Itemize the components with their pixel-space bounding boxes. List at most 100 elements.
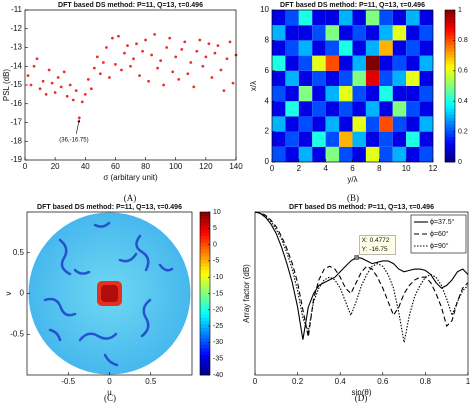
x-tick-label: 120	[199, 162, 213, 171]
cell	[352, 86, 366, 102]
colorbar-slice	[200, 313, 210, 318]
colorbar-slice	[200, 279, 210, 284]
y-tick-label: -11	[11, 5, 23, 14]
point	[144, 38, 147, 42]
x-tick-label: 80	[141, 162, 150, 171]
cell	[365, 25, 380, 41]
colorbar-slice	[200, 334, 210, 339]
colorbar-slice	[200, 256, 210, 260]
point	[53, 91, 57, 94]
point	[228, 40, 232, 44]
point	[153, 32, 157, 36]
point	[138, 74, 141, 78]
colorbar-slice	[445, 98, 455, 103]
point	[117, 34, 120, 38]
cell	[298, 101, 313, 117]
point	[204, 55, 208, 59]
point	[92, 66, 96, 70]
colorbar-slice	[200, 259, 210, 264]
cell	[339, 131, 353, 147]
point	[231, 81, 235, 85]
point	[198, 38, 202, 42]
caption: (C)	[104, 393, 116, 403]
x-tick-label: 100	[169, 162, 183, 171]
y-tick-label: -18	[10, 136, 22, 145]
point	[210, 76, 214, 79]
colorbar-tick-label: -15	[213, 290, 223, 297]
colorbar-slice	[445, 51, 455, 55]
colorbar-slice	[445, 82, 455, 87]
line	[254, 211, 469, 340]
point	[147, 79, 150, 83]
colorbar-tick-label: -5	[213, 258, 219, 265]
colorbar-slice	[200, 242, 210, 247]
cell	[298, 25, 313, 41]
cell	[325, 146, 340, 162]
x-tick-label: 1	[466, 377, 471, 386]
point	[71, 98, 75, 102]
colorbar-slice	[445, 22, 455, 27]
cell	[379, 70, 393, 86]
colorbar-slice	[200, 371, 210, 376]
cell	[312, 86, 326, 102]
datatip-marker	[354, 255, 359, 260]
cell	[419, 25, 433, 41]
point	[77, 116, 81, 120]
annotation-arrow	[75, 119, 81, 134]
cell	[352, 70, 366, 86]
x-axis-label: σ (arbitary unit)	[103, 173, 158, 182]
colorbar-slice	[200, 235, 210, 240]
cell	[312, 131, 326, 147]
cell	[298, 146, 313, 162]
cell	[379, 146, 393, 162]
cell	[325, 101, 340, 117]
cell	[285, 86, 299, 102]
caption: (B)	[347, 193, 359, 203]
colorbar-slice	[200, 307, 210, 311]
point	[129, 64, 132, 68]
colorbar-slice	[200, 239, 210, 243]
point	[114, 62, 117, 66]
cell	[406, 70, 420, 86]
cell	[352, 40, 366, 56]
point	[192, 85, 196, 89]
colorbar-slice	[200, 317, 210, 322]
point	[183, 40, 187, 44]
colorbar-slice	[445, 76, 455, 81]
y-tick-label: -17	[10, 118, 22, 127]
chart-title: DFT based DS method: P=11, Q=13, τ=0.496	[37, 204, 182, 211]
colorbar-slice	[445, 44, 455, 49]
legend-label: ϕ=60°	[430, 230, 449, 238]
colorbar-slice	[200, 215, 210, 220]
cell	[419, 131, 433, 147]
x-tick-label: 0.4	[335, 377, 347, 386]
colorbar-slice	[200, 358, 210, 362]
point	[41, 79, 45, 83]
colorbar-slice	[445, 67, 455, 71]
legend-box	[410, 214, 467, 254]
cell	[285, 146, 299, 162]
cell	[365, 146, 380, 162]
point	[165, 46, 169, 49]
chart-title: DFT based DS method: P=11, Q=13, τ=0.496	[280, 2, 425, 9]
x-tick-label: 4	[323, 164, 328, 173]
point	[186, 72, 190, 76]
x-tick-label: 0.2	[292, 377, 304, 386]
cell	[419, 70, 433, 86]
point	[168, 36, 172, 40]
colorbar-slice	[445, 79, 455, 84]
colorbar-slice	[445, 136, 455, 141]
cell	[298, 10, 313, 26]
x-tick-label: 10	[402, 164, 411, 173]
point	[222, 89, 226, 93]
cell	[365, 40, 380, 56]
cell	[272, 116, 286, 132]
cell	[272, 86, 286, 102]
point	[89, 87, 93, 91]
x-axis-label: y/λ	[347, 175, 357, 184]
cell	[419, 40, 433, 56]
point	[98, 72, 102, 76]
point	[177, 77, 181, 81]
cell	[272, 25, 286, 41]
cell	[339, 70, 353, 86]
